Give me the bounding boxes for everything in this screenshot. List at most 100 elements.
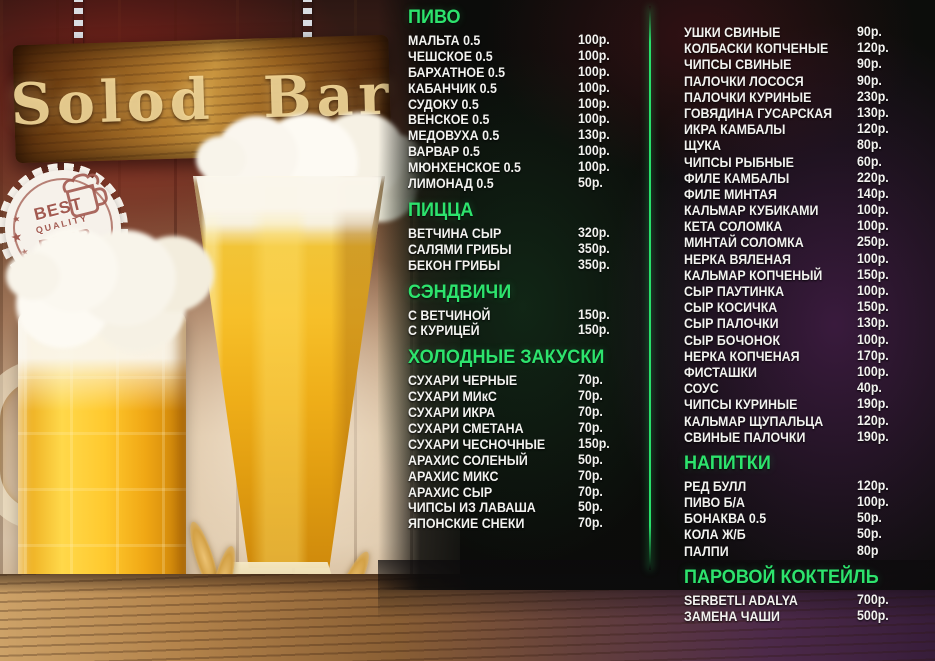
item-name: СУХАРИ ЧЕСНОЧНЫЕ: [408, 436, 546, 452]
section-title: ПИВО: [408, 7, 461, 28]
menu-item-row: С КУРИЦЕЙ 150р.: [408, 322, 644, 338]
menu-section: ПАРОВОЙ КОКТЕЙЛЬ SERBETLI ADALYA 700р. ЗАМЕ…: [684, 567, 928, 624]
quality-badge: BEST QUALITY BEER ★ ★ ★: [0, 149, 142, 307]
item-name: ФИЛЕ КАМБАЛЫ: [684, 170, 790, 186]
menu-item-row: МАЛЬТА 0.5 100р.: [408, 32, 644, 48]
menu-item-row: ЛИМОНАД 0.5 50р.: [408, 175, 644, 191]
item-price: 90р.: [857, 24, 882, 39]
item-name: ЧИПСЫ КУРИНЫЕ: [684, 397, 798, 413]
menu-item-row: КОЛБАСКИ КОПЧЕНЫЕ 120р.: [684, 40, 928, 56]
item-price: 80р.: [857, 137, 882, 153]
section-title: СЭНДВИЧИ: [408, 281, 512, 303]
item-price: 100р.: [857, 331, 889, 347]
item-price: 230р.: [857, 88, 889, 104]
item-price: 60р.: [857, 153, 882, 169]
menu-item-row: БАРХАТНОЕ 0.5 100р.: [408, 64, 644, 80]
item-name: С КУРИЦЕЙ: [408, 323, 480, 339]
item-price: 100р.: [857, 283, 889, 298]
item-name: ЧИПСЫ ИЗ ЛАВАША: [408, 500, 536, 516]
item-price: 350р.: [578, 240, 610, 256]
menu-item-row: СУХАРИ СМЕТАНА 70р.: [408, 420, 644, 436]
section-title: ХОЛОДНЫЕ ЗАКУСКИ: [408, 347, 605, 369]
item-name: СЫР БОЧОНОК: [684, 332, 781, 348]
item-name: ФИСТАШКИ: [684, 364, 757, 380]
item-name: КАЛЬМАР КУБИКАМИ: [684, 203, 819, 219]
item-name: ЩУКА: [684, 138, 721, 154]
item-name: ЧЕШСКОЕ 0.5: [408, 48, 493, 64]
item-price: 80р: [857, 542, 879, 558]
item-price: 120р.: [857, 477, 889, 493]
item-name: РЕД БУЛЛ: [684, 478, 747, 494]
item-name: БОНАКВА 0.5: [684, 511, 767, 527]
item-price: 100р.: [578, 143, 610, 159]
item-price: 190р.: [857, 428, 889, 444]
menu-item-row: АРАХИС МИКС 70р.: [408, 468, 644, 484]
item-price: 500р.: [857, 608, 889, 623]
menu-item-row: ФИЛЕ КАМБАЛЫ 220р.: [684, 170, 928, 186]
item-price: 100р.: [578, 47, 610, 63]
item-price: 50р.: [578, 175, 603, 191]
menu-item-row: МИНТАЙ СОЛОМКА 250р.: [684, 234, 928, 250]
menu-item-row: ВЕНСКОЕ 0.5 100р.: [408, 111, 644, 127]
item-name: ФИЛЕ МИНТАЯ: [684, 186, 777, 202]
item-name: ЗАМЕНА ЧАШИ: [684, 609, 780, 624]
item-name: ИКРА КАМБАЛЫ: [684, 122, 786, 138]
menu-item-row: КЕТА СОЛОМКА 100р.: [684, 218, 928, 234]
glass-foam: [196, 136, 246, 182]
item-price: 120р.: [857, 121, 889, 137]
section-title: НАПИТКИ: [684, 452, 771, 474]
menu-item-row: ЧИПСЫ КУРИНЫЕ 190р.: [684, 396, 928, 412]
item-name: КОЛА Ж/Б: [684, 527, 746, 543]
item-price: 70р.: [578, 467, 603, 483]
item-name: СЫР ПАУТИНКА: [684, 284, 785, 299]
menu-item-row: КАЛЬМАР ЩУПАЛЬЦА 120р.: [684, 413, 928, 429]
item-price: 130р.: [578, 127, 610, 143]
item-name: ЧИПСЫ РЫБНЫЕ: [684, 154, 794, 170]
menu-item-row: ИКРА КАМБАЛЫ 120р.: [684, 121, 928, 137]
item-price: 220р.: [857, 169, 889, 185]
item-price: 170р.: [857, 347, 889, 363]
menu-item-row: БОНАКВА 0.5 50р.: [684, 510, 928, 526]
menu-item-row: САЛЯМИ ГРИБЫ 350р.: [408, 241, 644, 257]
item-price: 100р.: [578, 95, 610, 111]
item-price: 120р.: [857, 412, 889, 428]
menu-section: ХОЛОДНЫЕ ЗАКУСКИ СУХАРИ ЧЕРНЫЕ 70р. СУХАРИ …: [408, 347, 644, 531]
menu-item-row: КАЛЬМАР КУБИКАМИ 100р.: [684, 202, 928, 218]
item-price: 150р.: [578, 322, 610, 338]
item-name: МАЛЬТА 0.5: [408, 33, 481, 48]
chain-left-icon: [74, 0, 83, 52]
item-name: СУХАРИ ЧЕРНЫЕ: [408, 373, 518, 389]
item-name: КЕТА СОЛОМКА: [684, 219, 783, 235]
mug-foam: [6, 252, 60, 300]
item-price: 130р.: [857, 104, 889, 120]
item-name: БАРХАТНОЕ 0.5: [408, 64, 506, 80]
menu-section: ПИВО МАЛЬТА 0.5 100р. ЧЕШСКОЕ 0.5 100р. БАРХА…: [408, 7, 644, 191]
item-name: ПАЛПИ: [684, 543, 729, 559]
menu-dark-backdrop: [378, 0, 935, 590]
item-name: АРАХИС СЫР: [408, 484, 493, 500]
item-name: ПИВО Б/А: [684, 495, 745, 511]
item-price: 100р.: [857, 494, 889, 510]
item-name: ЛИМОНАД 0.5: [408, 176, 494, 192]
item-price: 140р.: [857, 185, 889, 201]
item-price: 100р.: [857, 218, 889, 234]
menu-section: СЭНДВИЧИ С ВЕТЧИНОЙ 150р. С КУРИЦЕЙ 150р.: [408, 282, 644, 339]
menu-item-row: ГОВЯДИНА ГУСАРСКАЯ 130р.: [684, 105, 928, 121]
menu-item-row: БЕКОН ГРИБЫ 350р.: [408, 257, 644, 273]
column-divider-line: [649, 6, 651, 570]
item-price: 70р.: [578, 388, 603, 404]
menu-item-row: ЧЕШСКОЕ 0.5 100р.: [408, 48, 644, 64]
item-name: МЕДОВУХА 0.5: [408, 128, 500, 144]
menu-item-row: АРАХИС СЫР 70р.: [408, 484, 644, 500]
menu-item-row: ПАЛОЧКИ КУРИНЫЕ 230р.: [684, 89, 928, 105]
menu-item-row: ЩУКА 80р.: [684, 137, 928, 153]
item-name: С ВЕТЧИНОЙ: [408, 307, 491, 323]
item-price: 50р.: [857, 510, 882, 526]
section-title: ПАРОВОЙ КОКТЕЙЛЬ: [684, 566, 879, 588]
menu-item-row: ЯПОНСКИЕ СНЕКИ 70р.: [408, 515, 644, 531]
menu-item-row: МЮНХЕНСКОЕ 0.5 100р.: [408, 159, 644, 175]
item-price: 50р.: [578, 499, 603, 515]
item-name: КАЛЬМАР ЩУПАЛЬЦА: [684, 413, 824, 429]
item-name: ВАРВАР 0.5: [408, 144, 480, 160]
